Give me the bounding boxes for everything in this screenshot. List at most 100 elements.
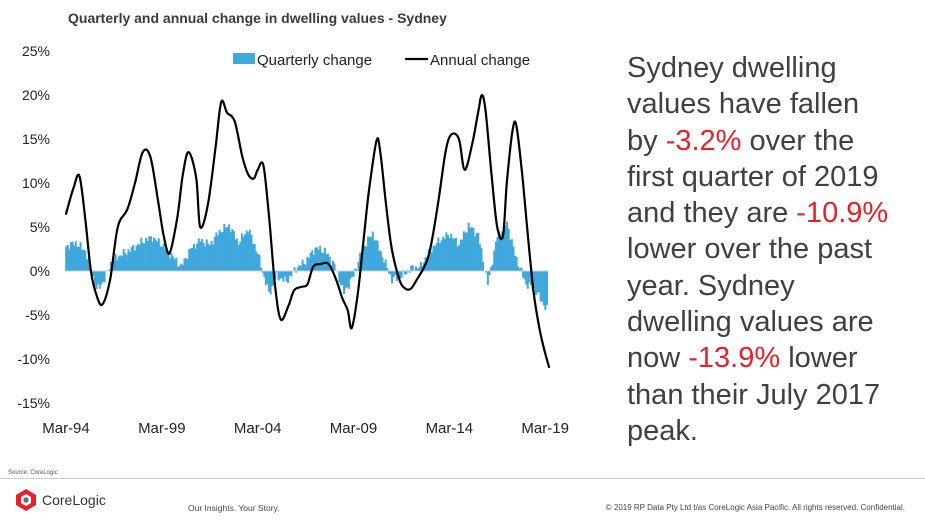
quarterly-bar [523,271,526,280]
quarterly-bar [127,249,130,271]
quarterly-bar [375,240,378,271]
quarterly-bar [293,267,296,271]
quarterly-bar [537,271,540,293]
quarterly-bar [359,252,362,271]
quarterly-bar [109,261,112,271]
quarterly-bar [338,271,341,283]
quarterly-bar [140,237,143,271]
y-tick-label: 0% [30,263,50,279]
quarterly-bar [456,246,459,271]
quarterly-bar [478,244,481,271]
quarterly-bar [446,234,449,271]
quarterly-bar [295,271,298,273]
quarterly-bar [133,251,136,271]
quarterly-bar [480,248,483,271]
quarterly-bar [261,271,264,273]
quarterly-bar [485,271,488,273]
quarterly-bar [202,242,205,271]
quarterly-bar [314,247,317,271]
quarterly-bar [459,239,462,271]
quarterly-bar [315,247,318,271]
quarterly-bar [405,271,408,275]
quarterly-bar [490,266,493,271]
y-tick-label: 10% [22,175,50,191]
quarterly-bar [509,239,512,271]
quarterly-bar [430,252,433,271]
quarterly-bar [303,263,306,271]
quarterly-bar [263,271,266,277]
narrative-line: now -13.9% lower [627,342,858,375]
quarterly-bar [169,258,172,271]
quarterly-bar [504,225,507,271]
quarterly-bar [285,271,288,282]
quarterly-bar [331,260,334,271]
quarterly-bar [196,243,199,271]
quarterly-bar [458,245,461,271]
quarterly-bar [114,254,117,271]
quarterly-bar [210,240,213,271]
quarterly-bar [542,271,545,306]
quarterly-bar [520,267,523,271]
quarterly-bar [236,238,239,271]
quarterly-bar [274,271,277,280]
quarterly-bar [137,244,140,271]
quarterly-bar [381,257,384,271]
quarterly-bar [146,240,149,271]
legend-label-quarterly: Quarterly change [257,52,372,69]
quarterly-bar [218,229,221,271]
quarterly-bar [271,271,274,286]
quarterly-bar [157,238,160,271]
quarterly-bar [496,236,499,271]
quarterly-bar [518,268,521,271]
quarterly-bar [312,255,315,271]
quarterly-bar [309,252,312,271]
quarterly-bar [132,244,135,271]
x-tick-label: Mar-04 [234,420,282,437]
quarterly-bar [153,237,156,271]
quarterly-bar [162,243,165,271]
x-tick-label: Mar-19 [521,420,569,437]
narrative-line: peak. [627,414,698,447]
quarterly-bar [320,252,323,271]
quarterly-bar [414,266,417,271]
y-axis-labels: 25% 20% 15% 10% 5% 0% -5% -10% -15% [17,43,50,411]
quarterly-bar [384,259,387,271]
quarterly-bar [378,250,381,271]
quarterly-bar [223,223,226,271]
quarterly-bar [239,242,242,271]
quarterly-bar [161,246,164,271]
quarterly-bar [167,250,170,271]
quarterly-bar [536,271,539,294]
quarterly-bar [277,271,280,281]
quarterly-bar [450,233,453,271]
quarterly-bar [121,256,124,271]
quarterly-bar [343,271,346,295]
quarterly-bar [373,240,376,271]
quarterly-bar [346,271,349,288]
x-tick-label: Mar-14 [426,420,474,437]
quarterly-bar [165,247,168,271]
quarterly-bar [69,242,72,271]
quarterly-bar [432,245,435,271]
x-axis-labels: Mar-94 Mar-99 Mar-04 Mar-09 Mar-14 Mar-19 [42,420,569,437]
quarterly-bar [368,237,371,271]
quarterly-bar [488,271,491,276]
quarterly-bar [205,239,208,271]
quarterly-bar [290,271,293,277]
quarterly-bar [351,271,354,278]
quarterly-bar [443,238,446,271]
quarterly-bar [362,245,365,271]
quarterly-bar [512,246,515,271]
quarterly-bar [244,234,247,271]
logo-text: CoreLogic [42,492,106,508]
quarterly-bar [544,271,547,310]
quarterly-bar [517,266,520,271]
quarterly-bar [192,243,195,271]
quarterly-bar [493,250,496,271]
quarterly-bar [226,227,229,271]
quarterly-bar [79,242,82,271]
chart-legend: Quarterly change Annual change [233,52,530,69]
quarterly-bar [526,271,529,289]
quarterly-bar [408,271,411,273]
tagline: Our Insights. Your Story. [188,503,280,513]
